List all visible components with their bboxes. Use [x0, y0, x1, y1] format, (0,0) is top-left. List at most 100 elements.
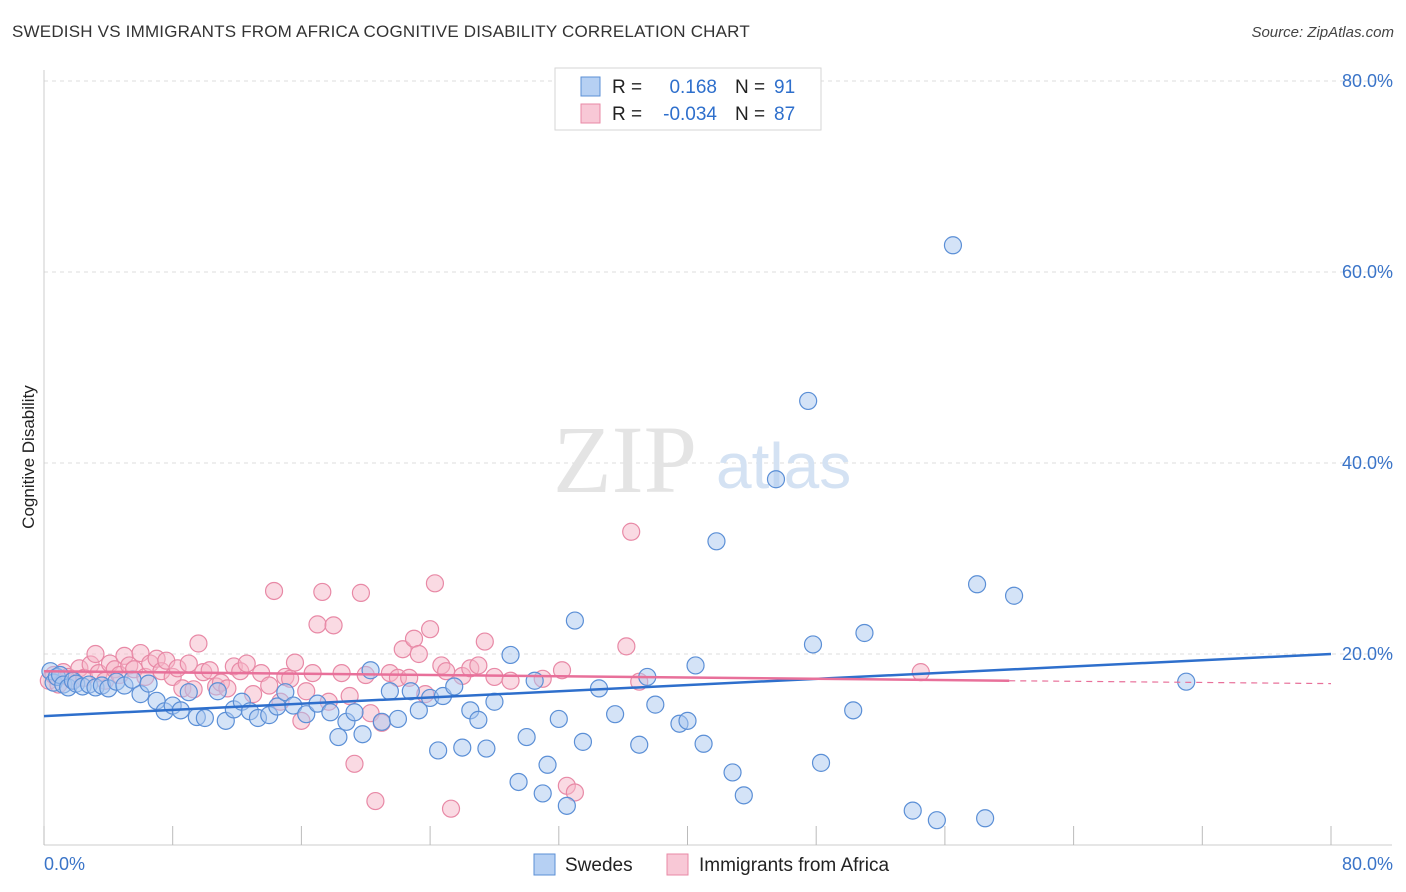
grid-lines — [44, 80, 1392, 655]
y-tick-label-60: 60.0% — [1342, 262, 1393, 282]
immigrants-points — [39, 522, 930, 818]
swedes-point-69 — [630, 735, 649, 754]
trend-lines — [43, 652, 1332, 718]
legend-n-label-swedes: N = — [735, 77, 765, 98]
legend-r-value-swedes: 0.168 — [669, 77, 717, 98]
watermark-zip: ZIP — [553, 406, 697, 513]
swedes-point-87 — [943, 236, 963, 255]
x-tick-label-max: 80.0% — [1342, 854, 1393, 874]
immigrants-point-65 — [404, 629, 424, 648]
swedes-point-90 — [1004, 586, 1024, 605]
immigrants-point-40 — [260, 676, 279, 695]
y-tick-label-80: 80.0% — [1342, 71, 1393, 91]
swedes-point-66 — [573, 732, 593, 751]
swedes-point-85 — [903, 801, 922, 820]
legend-n-label-immigrants: N = — [735, 104, 765, 125]
swedes-point-44 — [380, 682, 399, 701]
swedes-point-49 — [429, 741, 448, 760]
immigrants-trend-line-extension — [1009, 680, 1332, 685]
immigrants-point-50 — [313, 582, 332, 602]
bottom-legend-label-immigrants: Immigrants from Africa — [699, 855, 889, 876]
swedes-point-82 — [811, 753, 831, 772]
legend-r-label-swedes: R = — [612, 77, 642, 98]
legend-swatch-swedes — [580, 76, 601, 97]
swedes-point-73 — [678, 711, 697, 730]
swedes-point-57 — [501, 645, 520, 665]
swedes-point-47 — [409, 701, 428, 720]
swedes-point-37 — [321, 703, 340, 722]
swedes-point-84 — [855, 623, 874, 643]
watermark-atlas: atlas — [716, 430, 851, 502]
swedes-point-58 — [509, 772, 528, 792]
immigrants-point-80 — [552, 661, 572, 680]
immigrants-point-49 — [308, 615, 327, 634]
swedes-point-17 — [139, 674, 158, 693]
y-tick-label-40: 40.0% — [1342, 453, 1393, 473]
swedes-point-43 — [372, 712, 391, 731]
bottom-legend-label-swedes: Swedes — [565, 855, 633, 876]
correlation-legend: R = 0.168 N = 91 R = -0.034 N = 87 — [554, 67, 822, 131]
swedes-point-45 — [388, 709, 408, 729]
immigrants-point-45 — [285, 653, 305, 672]
immigrants-point-31 — [200, 661, 219, 680]
legend-r-value-immigrants: -0.034 — [663, 104, 717, 125]
y-axis-title: Cognitive Disability — [19, 385, 38, 529]
swedes-point-24 — [195, 708, 214, 728]
x-tick-label-min: 0.0% — [44, 854, 85, 874]
swedes-point-86 — [927, 811, 946, 830]
swedes-point-88 — [967, 575, 987, 594]
immigrants-point-55 — [345, 754, 364, 773]
swedes-point-75 — [694, 734, 713, 753]
swedes-point-79 — [766, 470, 786, 489]
immigrants-point-41 — [264, 581, 284, 601]
immigrants-point-69 — [425, 574, 445, 593]
swedes-point-62 — [538, 755, 557, 774]
swedes-point-61 — [533, 784, 552, 803]
swedes-point-55 — [477, 739, 496, 758]
swedes-point-33 — [276, 683, 295, 702]
chart-source: Source: ZipAtlas.com — [1251, 24, 1394, 41]
swedes-point-91 — [1177, 672, 1196, 691]
swedes-point-41 — [353, 725, 372, 744]
x-tick-marks — [43, 826, 1332, 845]
legend-n-value-swedes: 91 — [774, 77, 795, 98]
immigrants-point-47 — [297, 682, 316, 701]
swedes-point-51 — [445, 677, 464, 696]
swedes-point-65 — [565, 611, 584, 630]
swedes-point-35 — [297, 705, 316, 724]
series-legend: Swedes Immigrants from Africa — [533, 853, 889, 876]
immigrants-point-29 — [189, 634, 208, 653]
immigrants-point-75 — [469, 656, 488, 675]
immigrants-point-71 — [437, 662, 456, 681]
immigrants-point-56 — [351, 583, 371, 602]
swedes-point-77 — [723, 763, 742, 782]
swedes-point-25 — [208, 682, 227, 701]
swedes-point-74 — [686, 656, 705, 675]
swedes-point-68 — [606, 705, 625, 724]
immigrants-point-52 — [324, 616, 343, 635]
immigrants-point-68 — [421, 620, 440, 639]
bottom-legend-swatch-immigrants — [666, 853, 689, 876]
swedes-trend-line — [43, 652, 1332, 718]
swedes-point-40 — [345, 703, 364, 722]
chart-title: SWEDISH VS IMMIGRANTS FROM AFRICA COGNIT… — [12, 22, 750, 41]
immigrants-point-84 — [622, 522, 641, 541]
swedes-point-64 — [557, 796, 576, 815]
swedes-point-46 — [401, 682, 420, 701]
swedes-point-83 — [844, 701, 863, 720]
legend-n-value-immigrants: 87 — [774, 104, 795, 125]
immigrants-point-37 — [237, 654, 256, 673]
immigrants-point-83 — [617, 637, 636, 656]
legend-swatch-immigrants — [580, 103, 601, 124]
immigrants-point-82 — [565, 783, 584, 802]
immigrants-point-86 — [911, 663, 930, 682]
swedes-point-22 — [179, 683, 198, 702]
swedes-point-52 — [453, 738, 472, 757]
immigrants-point-66 — [409, 644, 428, 664]
swedes-point-76 — [707, 532, 726, 551]
immigrants-point-76 — [475, 632, 494, 651]
swedes-point-54 — [469, 710, 488, 729]
swedes-point-81 — [803, 635, 823, 654]
y-tick-labels: 20.0% 40.0% 60.0% 80.0% — [1342, 71, 1393, 664]
